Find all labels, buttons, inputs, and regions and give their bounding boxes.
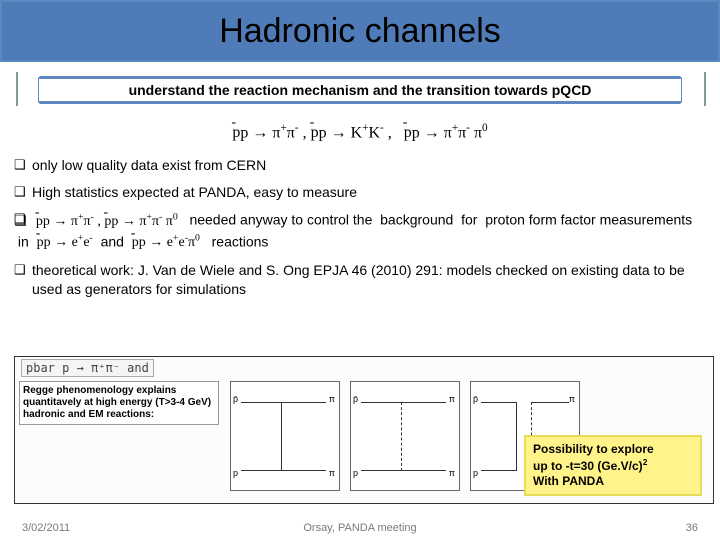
page-title: Hadronic channels xyxy=(219,12,501,51)
footer-date: 3/02/2011 xyxy=(22,522,70,534)
figure-left-caption: Regge phenomenology explains quantitavel… xyxy=(19,381,219,425)
reaction-line: pp → π+π- , pp → K+K- , pp → π+π- π0 xyxy=(14,122,706,142)
content-area: understand the reaction mechanism and th… xyxy=(0,62,720,299)
callout-line-1: Possibility to explore xyxy=(533,442,693,457)
callout-box: Possibility to explore up to -t=30 (Ge.V… xyxy=(524,435,702,496)
feynman-panel-1: p̄ p π π xyxy=(230,381,340,491)
figure-header: pbar p → π⁺π⁻ and xyxy=(21,359,154,377)
title-bar: Hadronic channels xyxy=(0,0,720,62)
bullet-1: only low quality data exist from CERN xyxy=(14,156,706,175)
callout-line-3: With PANDA xyxy=(533,474,693,489)
banner-text: understand the reaction mechanism and th… xyxy=(38,76,682,104)
bullet-2: High statistics expected at PANDA, easy … xyxy=(14,183,706,202)
banner-container: understand the reaction mechanism and th… xyxy=(14,70,706,110)
footer: 3/02/2011 Orsay, PANDA meeting 36 xyxy=(0,522,720,534)
bullet-4: theoretical work: J. Van de Wiele and S.… xyxy=(14,261,706,299)
callout-line-2: up to -t=30 (Ge.V/c)2 xyxy=(533,457,693,474)
bullet-3: ❑ pp → π+π- , pp → π+π- π0 needed anyway… xyxy=(14,210,706,253)
feynman-panel-2: p̄ p π π xyxy=(350,381,460,491)
footer-page: 36 xyxy=(686,522,698,534)
bullet-list: only low quality data exist from CERN Hi… xyxy=(14,156,706,299)
footer-venue: Orsay, PANDA meeting xyxy=(303,522,416,534)
